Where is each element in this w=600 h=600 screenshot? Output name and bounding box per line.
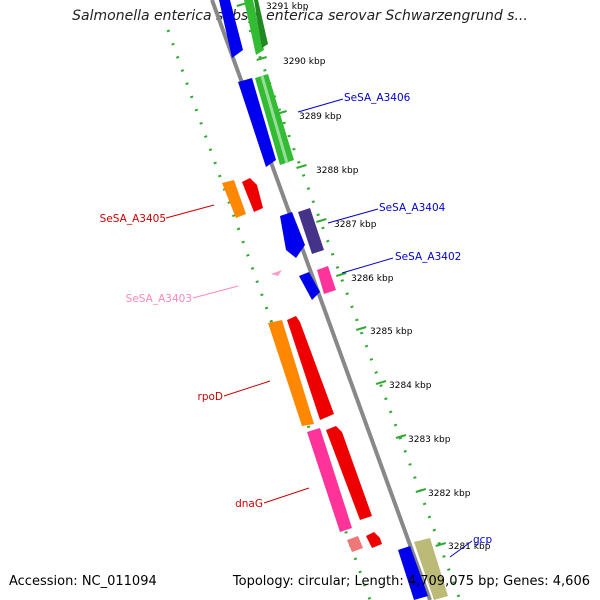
gene-blue-top[interactable] (219, 0, 243, 58)
gene-blue-gcp[interactable] (398, 546, 428, 600)
gene-salmon-small[interactable] (347, 536, 363, 552)
gene-features (219, 0, 448, 600)
genome-stats-text: Topology: circular; Length: 4,709,075 bp… (232, 574, 590, 589)
kbp-label: 3290 kbp (283, 57, 326, 67)
gene-orange-rpoD[interactable] (268, 320, 314, 426)
kbp-tick (435, 542, 447, 547)
gene-pink-dnaG[interactable] (307, 428, 352, 532)
gene-pink-3402[interactable] (317, 266, 336, 294)
gene-green-top-2[interactable] (254, 0, 268, 48)
kbp-tick (296, 164, 307, 169)
gene-red-rpoD[interactable] (287, 316, 334, 420)
kbp-label: 3289 kbp (299, 112, 342, 122)
gene-label-sesa-a3405[interactable]: SeSA_A3405 (100, 213, 166, 225)
kbp-tick (395, 434, 407, 439)
kbp-label: 3284 kbp (389, 381, 432, 391)
kbp-tick (256, 56, 267, 61)
kbp-label: 3281 kbp (448, 542, 491, 552)
kbp-tick-marks (236, 2, 447, 547)
gene-label-rpod[interactable]: rpoD (198, 391, 224, 403)
gene-red-small[interactable] (366, 532, 382, 548)
kbp-label: 3288 kbp (316, 166, 359, 176)
gene-blue-3406[interactable] (238, 78, 276, 167)
gene-label-sesa-a3406[interactable]: SeSA_A3406 (344, 92, 411, 104)
kbp-label: 3291 kbp (266, 2, 309, 12)
gene-purple-3404[interactable] (298, 208, 324, 254)
kbp-tick (415, 488, 427, 493)
gene-green-top[interactable] (244, 0, 264, 55)
kbp-tick (355, 326, 367, 331)
gene-blue-3402[interactable] (299, 272, 320, 300)
genome-title: Salmonella enterica subsp. enterica sero… (72, 8, 528, 24)
gene-labels: SeSA_A3406 SeSA_A3404 SeSA_A3402 gcp SeS… (100, 92, 493, 546)
kbp-label: 3282 kbp (428, 489, 471, 499)
gene-red-3405[interactable] (242, 178, 263, 212)
kbp-tick (375, 380, 387, 385)
gene-label-leaders (165, 98, 473, 558)
gene-pink-3403[interactable] (271, 270, 282, 276)
kbp-label: 3287 kbp (334, 220, 377, 230)
gene-label-sesa-a3404[interactable]: SeSA_A3404 (379, 202, 446, 214)
gene-label-gcp[interactable]: gcp (473, 534, 492, 546)
kbp-tick (335, 272, 347, 277)
gene-red-dnaG[interactable] (326, 426, 372, 520)
gene-orange-3405[interactable] (222, 180, 246, 218)
gene-khaki-gcp[interactable] (414, 538, 448, 600)
accession-text: Accession: NC_011094 (9, 574, 157, 589)
gene-green-3406-stripe (260, 75, 289, 164)
kbp-label: 3283 kbp (408, 435, 451, 445)
gene-label-sesa-a3402[interactable]: SeSA_A3402 (395, 251, 461, 263)
kbp-label: 3285 kbp (370, 327, 413, 337)
kbp-tick (316, 218, 327, 223)
right-dotted-guide (248, 29, 462, 600)
kbp-label: 3286 kbp (351, 274, 394, 284)
gene-label-dnag[interactable]: dnaG (235, 498, 263, 510)
kbp-tick-labels: 3291 kbp 3290 kbp 3289 kbp 3288 kbp 3287… (266, 2, 491, 552)
gene-blue-3404[interactable] (280, 212, 305, 258)
gene-label-sesa-a3403[interactable]: SeSA_A3403 (126, 293, 192, 305)
